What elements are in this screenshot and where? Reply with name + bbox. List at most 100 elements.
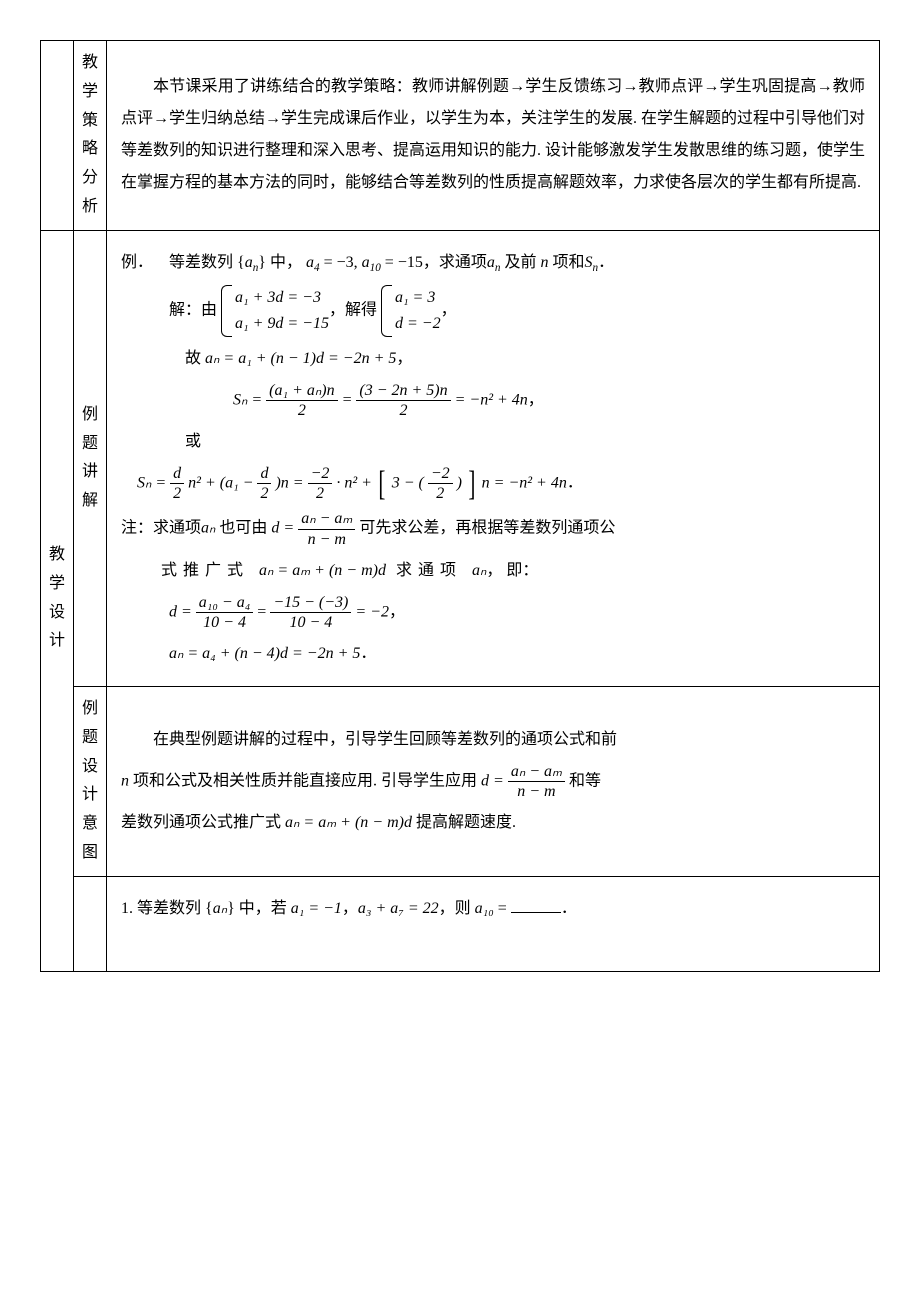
- ex1-q: a₁₀: [475, 900, 494, 917]
- note-label: 注：求通项: [121, 520, 201, 537]
- Sn2-f2: d2: [257, 464, 271, 503]
- Sn2-f2n: d: [257, 464, 271, 484]
- dcalc-lhs: d =: [169, 603, 192, 620]
- Sn-den2: 2: [356, 401, 450, 420]
- lesson-plan-table: 教学策略分析 本节课采用了讲练结合的教学策略：教师讲解例题→学生反馈练习→教师点…: [40, 40, 880, 972]
- intent-p3: 差数列通项公式推广式 aₙ = aₘ + (n − m)d 提高解题速度.: [121, 807, 865, 839]
- intent-content: 在典型例题讲解的过程中，引导学生回顾等差数列的通项公式和前 n 项和公式及相关性…: [107, 687, 880, 877]
- row-example: 教学设计 例题讲解 例． 等差数列 {an} 中， a4 = −3, a10 =…: [41, 230, 880, 686]
- intent-a: 在典型例题讲解的过程中，引导学生回顾等差数列的通项公式和前: [153, 731, 617, 748]
- Sn2-f3: −22: [308, 464, 333, 503]
- ex-lead: 例． 等差数列 {: [121, 254, 245, 271]
- label-design-cell: 教学设计: [41, 230, 74, 971]
- ex-note2: 式推广式 aₙ = aₘ + (n − m)d 求通项 aₙ， 即：: [121, 555, 865, 587]
- intent-b: 项和公式及相关性质并能直接应用. 引导学生应用: [129, 772, 481, 789]
- ex-or: 或: [121, 426, 865, 458]
- Sn-den1: 2: [266, 401, 337, 420]
- Sn2-f4d: 2: [428, 484, 453, 503]
- exercise-1: 1. 等差数列 {aₙ} 中，若 a₁ = −1，a₃ + a₇ = 22，则 …: [121, 893, 865, 925]
- note-c: 可先求公差，再根据等差数列通项公: [359, 520, 615, 537]
- ex-seq-a: a: [245, 254, 253, 271]
- ex-a4-4: 4: [314, 262, 320, 274]
- col1-blank-top: [41, 41, 74, 231]
- intent-fd: n − m: [508, 782, 565, 801]
- lbracket-icon: [: [378, 466, 385, 501]
- ex1-c2: a₃ + a₇ = 22: [358, 900, 439, 917]
- brace-system-2: a₁ = 3 d = −2: [381, 285, 441, 336]
- note-b: 也可由: [215, 520, 271, 537]
- sys-eq2: a₁ + 9d = −15: [235, 311, 329, 337]
- rbracket-icon: ]: [468, 466, 475, 501]
- Sn2-f3n: −2: [308, 464, 333, 484]
- Sn2-f1d: 2: [170, 484, 184, 503]
- exercise-content: 1. 等差数列 {aₙ} 中，若 a₁ = −1，a₃ + a₇ = 22，则 …: [107, 876, 880, 971]
- ex1-a: 等差数列 {: [133, 900, 213, 917]
- ex-solution-system: 解：由 a₁ + 3d = −3 a₁ + 9d = −15 ，解得 a₁ = …: [121, 285, 865, 336]
- intent-p1: 在典型例题讲解的过程中，引导学生回顾等差数列的通项公式和前: [121, 724, 865, 756]
- brace-system-1: a₁ + 3d = −3 a₁ + 9d = −15: [221, 285, 329, 336]
- Sn-frac1: (a₁ + aₙ)n 2: [266, 381, 337, 420]
- ex-ask: ，求通项: [423, 254, 487, 271]
- note2b: 求通项: [386, 562, 472, 579]
- ex-note1: 注：求通项aₙ 也可由 d = aₙ − aₘn − m 可先求公差，再根据等差…: [121, 509, 865, 548]
- note-deq: d =: [271, 520, 294, 537]
- ex-Sn2: Sₙ = d2 n² + (a₁ − d2 )n = −22 · n² + [ …: [121, 464, 865, 503]
- Sn-res: = −n² + 4n: [455, 391, 528, 408]
- ex-a10-val: = −15: [385, 254, 423, 271]
- Sn2-f2d: 2: [257, 484, 271, 503]
- Sn2-f3d: 2: [308, 484, 333, 503]
- Sn2-f: ): [457, 474, 462, 491]
- ex-a4-a: a: [306, 254, 314, 271]
- label-example-cell: 例题讲解: [74, 230, 107, 686]
- ex-or-text: 或: [185, 433, 201, 450]
- Sn-eq1: =: [342, 391, 353, 408]
- note-frac: aₙ − aₘn − m: [298, 509, 355, 548]
- ex-sol-label: 解：由: [169, 302, 217, 319]
- row-intent: 例题设计意图 在典型例题讲解的过程中，引导学生回顾等差数列的通项公式和前 n 项…: [41, 687, 880, 877]
- Sn-frac2: (3 − 2n + 5)n 2: [356, 381, 450, 420]
- intent-ext: aₙ = aₘ + (n − m)d: [285, 814, 412, 831]
- intent-frac: aₙ − aₘn − m: [508, 762, 565, 801]
- note-an: aₙ: [201, 520, 215, 537]
- dcalc-f1: a₁₀ − a₄10 − 4: [196, 593, 253, 632]
- label-intent-cell: 例题设计意图: [74, 687, 107, 877]
- intent-fn: aₙ − aₘ: [508, 762, 565, 782]
- ex-an: 故 aₙ = a₁ + (n − 1)d = −2n + 5，: [121, 343, 865, 375]
- note-fn: aₙ − aₘ: [298, 509, 355, 529]
- ex-an-expr: aₙ = a₁ + (n − 1)d = −2n + 5: [205, 350, 396, 367]
- an-final: aₙ = a₄ + (n − 4)d = −2n + 5: [169, 645, 360, 662]
- note-ext: aₙ = aₘ + (n − m)d: [259, 562, 386, 579]
- note2a: 式推广式: [161, 562, 259, 579]
- Sn2-d: · n² +: [336, 474, 372, 491]
- dcalc-n2: −15 − (−3): [270, 593, 351, 613]
- label-example: 例题讲解: [76, 401, 104, 516]
- ex-ask-a: a: [487, 254, 495, 271]
- dcalc-f2: −15 − (−3)10 − 4: [270, 593, 351, 632]
- ex1-te: =: [494, 900, 511, 917]
- example-problem: 例． 等差数列 {an} 中， a4 = −3, a10 = −15，求通项an…: [121, 247, 865, 280]
- dcalc-rhs: = −2: [355, 603, 389, 620]
- Sn2-f4n: −2: [428, 464, 453, 484]
- label-exercise-cell: [74, 876, 107, 971]
- ex-period: ．: [598, 254, 614, 271]
- Sn2-a: Sₙ =: [137, 474, 166, 491]
- ex1-tc: ，: [342, 900, 358, 917]
- intent-c: 和等: [569, 772, 601, 789]
- label-strategy: 教学策略分析: [76, 49, 104, 222]
- ex1-b: } 中，若: [227, 900, 291, 917]
- Sn-lhs: Sₙ =: [233, 391, 262, 408]
- ex-a10-a: a: [362, 254, 370, 271]
- Sn-num1: (a₁ + aₙ)n: [266, 381, 337, 401]
- label-design: 教学设计: [43, 541, 71, 656]
- ex1-num: 1.: [121, 900, 133, 917]
- ex-comma1: ，: [441, 302, 457, 319]
- ex-solve-label: ，解得: [329, 302, 377, 319]
- ex-lead2: } 中，: [258, 254, 302, 271]
- ex1-seq: aₙ: [213, 900, 227, 917]
- sys-eq1: a₁ + 3d = −3: [235, 285, 329, 311]
- note-fd: n − m: [298, 530, 355, 549]
- ex1-c1: a₁ = −1: [291, 900, 342, 917]
- strategy-text: 本节课采用了讲练结合的教学策略：教师讲解例题→学生反馈练习→教师点评→学生巩固提…: [121, 71, 865, 199]
- row-strategy: 教学策略分析 本节课采用了讲练结合的教学策略：教师讲解例题→学生反馈练习→教师点…: [41, 41, 880, 231]
- note2d: ， 即：: [486, 562, 538, 579]
